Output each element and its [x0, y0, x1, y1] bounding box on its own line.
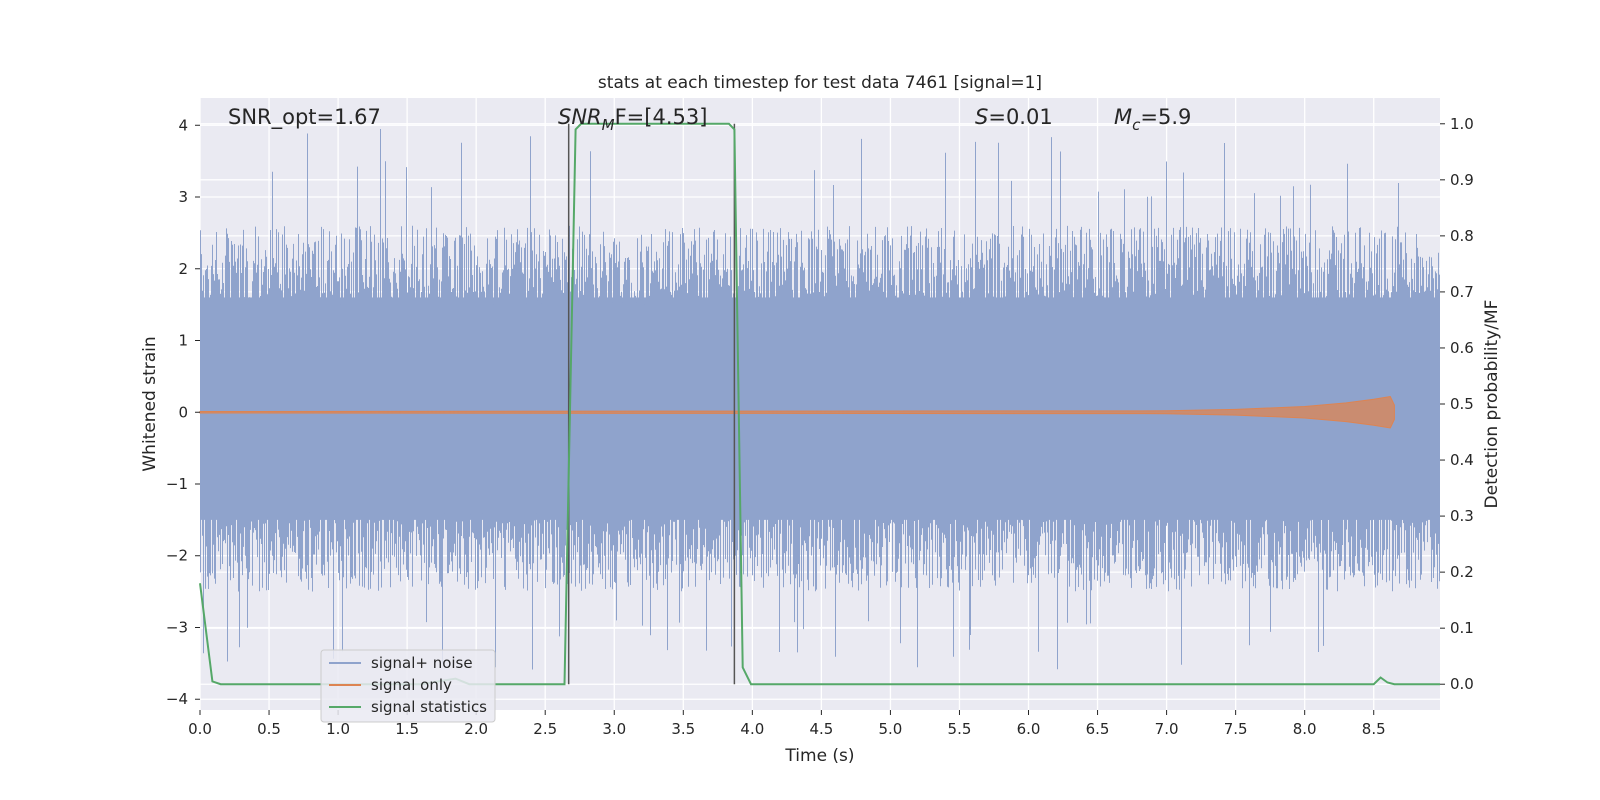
y-right-tick-label: 0.4	[1450, 451, 1474, 469]
annotation-snr-opt: SNR_opt=1.67	[228, 105, 381, 130]
x-axis-ticks: 0.0 0.5 1.0 1.5 2.0 2.5 3.0 3.5 4.0 4.5 5.0 5.5 6.0 6…	[188, 710, 1386, 738]
x-tick-label: 3.0	[602, 720, 626, 738]
signal-only-trace	[199, 395, 1395, 429]
legend-box	[320, 649, 496, 723]
y-right-tick-label: 0.9	[1450, 171, 1474, 189]
x-tick-label: 1.0	[326, 720, 350, 738]
y-right-tick-label: 0.5	[1450, 395, 1474, 413]
x-axis-label: Time (s)	[784, 746, 854, 766]
y-left-tick-label: −3	[166, 618, 188, 636]
y-left-tick-label: −4	[166, 690, 188, 708]
x-tick-label: 8.0	[1293, 720, 1317, 738]
x-tick-label: 6.0	[1017, 720, 1041, 738]
y-right-tick-label: 0.8	[1450, 227, 1474, 245]
x-tick-label: 2.0	[464, 720, 488, 738]
x-tick-label: 3.5	[671, 720, 695, 738]
x-tick-label: 2.5	[533, 720, 557, 738]
x-tick-label: 7.0	[1155, 720, 1179, 738]
y-right-tick-label: 0.0	[1450, 675, 1474, 693]
y-axis-left-label: Whitened strain	[140, 336, 160, 471]
y-right-tick-label: 1.0	[1450, 115, 1474, 133]
y-left-tick-label: 2	[178, 260, 188, 278]
y-axis-right-label: Detection probability/MF	[1482, 300, 1502, 509]
y-left-tick-label: 4	[178, 116, 188, 134]
series-signal-noise	[200, 129, 1440, 670]
x-tick-label: 0.5	[257, 720, 281, 738]
x-tick-label: 0.0	[188, 720, 212, 738]
x-tick-label: 4.0	[740, 720, 764, 738]
y-axis-left-ticks: 4 3 2 1 0 −1 −2 −3 −4	[166, 116, 200, 708]
series-signal-only	[199, 395, 1395, 429]
vertical-markers	[567, 123, 736, 685]
chart-title: stats at each timestep for test data 746…	[598, 73, 1042, 93]
x-tick-label: 4.5	[809, 720, 833, 738]
x-tick-label: 1.5	[395, 720, 419, 738]
x-tick-label: 6.5	[1086, 720, 1110, 738]
y-right-tick-label: 0.6	[1450, 339, 1474, 357]
y-left-tick-label: −2	[166, 547, 188, 565]
annotation-s-value: =0.01	[988, 105, 1052, 129]
y-left-tick-label: 1	[178, 332, 188, 350]
x-tick-label: 5.0	[878, 720, 902, 738]
annotation-mc-value: =5.9	[1140, 105, 1191, 129]
x-tick-label: 7.5	[1224, 720, 1248, 738]
y-left-tick-label: 3	[178, 188, 188, 206]
annotation-mc-sub: c	[1132, 116, 1141, 134]
y-right-tick-label: 0.3	[1450, 507, 1474, 525]
y-left-tick-label: 0	[178, 403, 188, 421]
y-right-tick-label: 0.1	[1450, 619, 1474, 637]
y-axis-right-ticks: 1.0 0.9 0.8 0.7 0.6 0.5 0.4 0.3 0.2 0.1 0.0	[1440, 115, 1474, 693]
legend-label-signal-only: signal only	[371, 676, 452, 694]
legend: signal+ noise signal only signal statist…	[320, 649, 496, 723]
annotation-s-symbol: S	[975, 105, 988, 129]
legend-label-signal-noise: signal+ noise	[371, 654, 473, 672]
annotation-snr-mf-rest: F=[4.53]	[615, 105, 708, 129]
x-tick-label: 5.5	[948, 720, 972, 738]
y-left-tick-label: −1	[166, 475, 188, 493]
legend-label-signal-statistics: signal statistics	[371, 698, 487, 716]
annotation-mc-symbol: M	[1114, 105, 1132, 129]
annotation-snr-mf-symbol: SNR	[558, 105, 602, 129]
annotation-snr-mf-sub: M	[602, 116, 615, 134]
y-right-tick-label: 0.7	[1450, 283, 1474, 301]
x-tick-label: 8.5	[1362, 720, 1386, 738]
y-right-tick-label: 0.2	[1450, 563, 1474, 581]
annotation-snr-mf: SNRMF=[4.53]	[558, 105, 707, 134]
annotation-s: S=0.01	[975, 105, 1053, 129]
annotation-mc: Mc=5.9	[1114, 105, 1191, 134]
